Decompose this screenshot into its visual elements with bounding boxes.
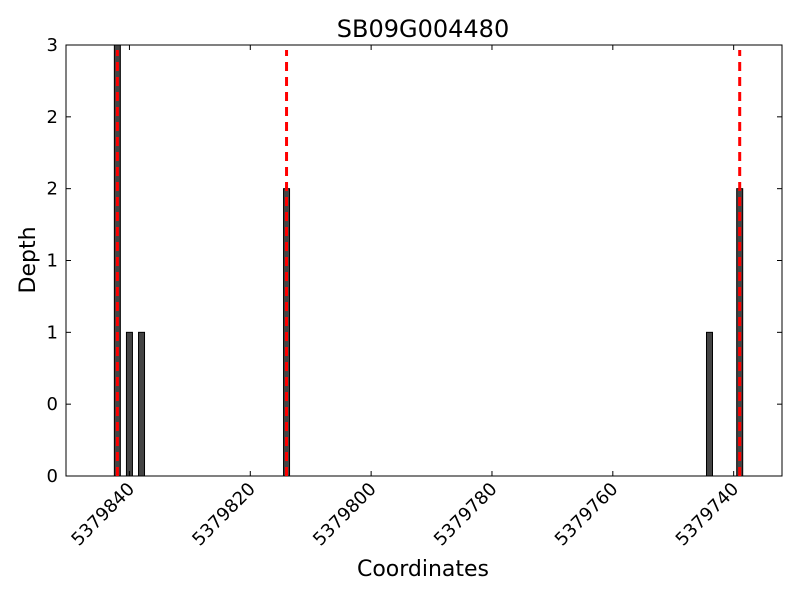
x-axis-label: Coordinates (357, 557, 489, 582)
bar (705, 331, 713, 477)
x-tick-label: 5379780 (430, 479, 502, 551)
axes-frame (65, 44, 783, 477)
bar (125, 331, 133, 477)
bar (138, 331, 146, 477)
y-tick-label: 1 (47, 251, 58, 272)
y-tick-label: 2 (47, 179, 58, 200)
y-axis-label: Depth (16, 226, 41, 293)
x-tick-label: 5379740 (672, 479, 744, 551)
x-tick-label: 5379820 (188, 479, 260, 551)
y-tick-label: 0 (47, 394, 58, 415)
x-tick-label: 5379840 (67, 479, 139, 551)
chart-title: SB09G004480 (337, 15, 509, 43)
y-tick-label: 3 (47, 35, 58, 56)
x-tick-label: 5379760 (551, 479, 623, 551)
y-tick-label: 1 (47, 322, 58, 343)
plot-area: 5379840 5379820 5379800 5379780 5379760 53797… (47, 35, 783, 551)
x-tick-label: 5379800 (309, 479, 381, 551)
y-tick-label: 2 (47, 107, 58, 128)
y-tick-label: 0 (47, 466, 58, 487)
